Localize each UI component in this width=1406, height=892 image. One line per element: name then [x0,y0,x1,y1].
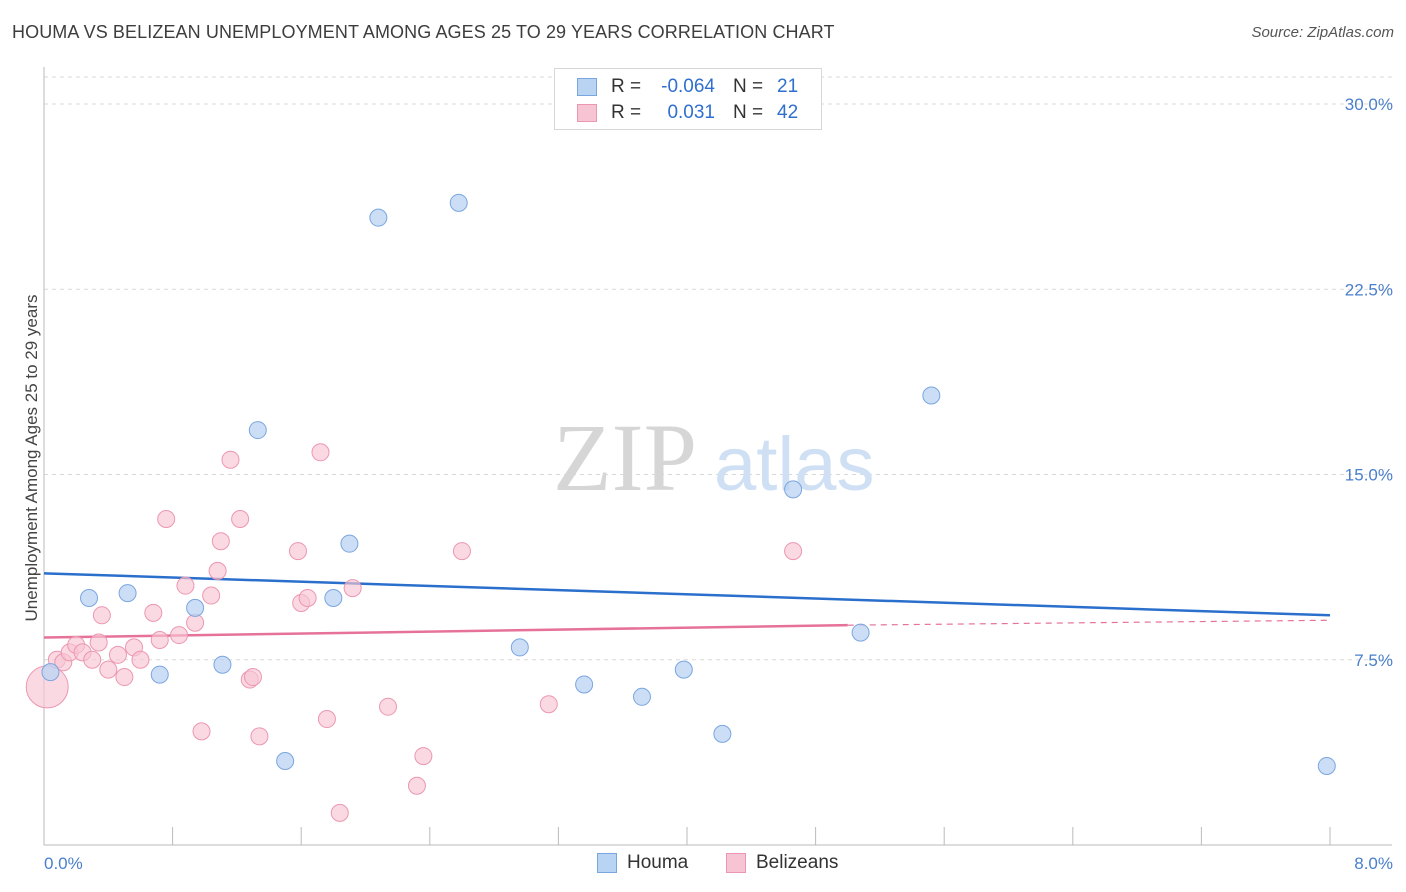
legend-row-houma: R = -0.064 N = 21 [577,75,798,99]
bottom-houma-swatch [597,853,617,873]
houma-point [213,655,232,674]
belizeans-point [92,606,111,625]
belizeans-point [99,660,118,679]
belizeans-point [115,668,134,687]
belizeans-n-label: N = [733,102,764,123]
belizeans-point [250,727,269,746]
houma-point [118,584,137,603]
belizeans-point [231,509,250,528]
houma-point [80,589,99,608]
houma-trend-line [43,572,1331,617]
houma-r-label: R = [611,76,642,97]
belizeans-point [192,722,211,741]
houma-point [575,675,594,694]
houma-point [674,660,693,679]
belizeans-point [108,645,127,664]
houma-point [510,638,529,657]
houma-n-label: N = [733,76,764,97]
belizeans-r-value: 0.031 [667,102,715,123]
belizeans-point [221,450,240,469]
grid-lines [44,76,1392,661]
belizeans-point [414,747,433,766]
axes [43,67,1392,846]
houma-point [784,480,803,499]
houma-point [324,589,343,608]
data-points [25,193,1336,822]
bottom-legend-belizeans: Belizeans [726,852,838,874]
belizeans-point [288,542,307,561]
houma-point [922,386,941,405]
correlation-legend: R = -0.064 N = 21 R = 0.031 N = 42 [554,68,822,130]
houma-point [632,687,651,706]
belizeans-point [539,695,558,714]
houma-point [1317,756,1336,775]
belizeans-point [379,697,398,716]
belizeans-point [330,803,349,822]
belizeans-point [407,776,426,795]
houma-point [851,623,870,642]
houma-point [449,193,468,212]
houma-swatch [577,78,597,96]
belizeans-point [298,589,317,608]
watermark-zip: ZIP [553,404,697,511]
trend-lines [43,572,1331,639]
belizeans-point [170,626,189,645]
houma-point [276,752,295,771]
belizeans-point [83,650,102,669]
belizeans-point [343,579,362,598]
y-tick-label: 15.0% [1345,466,1393,485]
belizeans-point [150,631,169,650]
houma-point [248,421,267,440]
legend-row-belizeans: R = 0.031 N = 42 [577,101,798,125]
bottom-legend-houma: Houma [597,852,688,874]
belizeans-point [311,443,330,462]
belizeans-point [208,561,227,580]
bottom-belizeans-swatch [726,853,746,873]
tick-labels: 7.5% 15.0% 22.5% 30.0% 0.0% 8.0% [44,95,1393,873]
belizeans-point [176,576,195,595]
houma-point [186,598,205,617]
y-axis-label: Unemployment Among Ages 25 to 29 years [22,295,41,622]
belizeans-point [157,509,176,528]
belizeans-point [131,650,150,669]
belizeans-point [784,542,803,561]
belizeans-point [202,586,221,605]
houma-point [713,724,732,743]
x-tick-label: 0.0% [44,854,83,873]
houma-point [41,663,60,682]
y-tick-label: 7.5% [1354,651,1393,670]
houma-r-value: -0.064 [661,76,715,97]
belizeans-point [243,668,262,687]
belizeans-point [211,532,230,551]
source-label: Source: ZipAtlas.com [1251,24,1394,41]
houma-point [340,534,359,553]
bottom-houma-label: Houma [627,852,689,873]
belizeans-point [452,542,471,561]
houma-n-value: 21 [777,76,799,97]
houma-point [150,665,169,684]
belizeans-point [317,710,336,729]
y-tick-label: 30.0% [1345,95,1393,114]
houma-point [369,208,388,227]
x-tick-label: 8.0% [1354,854,1393,873]
y-tick-label: 22.5% [1345,280,1393,299]
belizeans-n-value: 42 [777,102,799,123]
belizeans-r-label: R = [611,102,642,123]
bottom-belizeans-label: Belizeans [756,852,839,873]
belizeans-point [89,633,108,652]
belizeans-swatch [577,104,597,122]
chart-title: HOUMA VS BELIZEAN UNEMPLOYMENT AMONG AGE… [12,22,835,42]
belizeans-point [144,603,163,622]
belizeans-trend-extension [847,619,1331,626]
watermark: ZIP atlas [553,404,875,511]
